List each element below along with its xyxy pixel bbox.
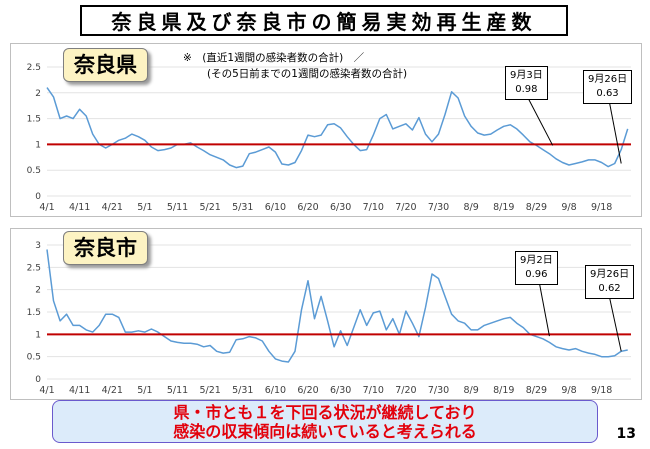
callout-pointer [526, 95, 554, 146]
conclusion-line1: 県・市とも１を下回る状況が継続しており [173, 403, 477, 422]
x-tick-label: 6/10 [265, 385, 286, 396]
x-tick-label: 6/30 [330, 202, 351, 213]
x-tick-label: 8/9 [463, 202, 478, 213]
x-tick-label: 4/21 [102, 202, 123, 213]
x-tick-label: 6/10 [265, 202, 286, 213]
x-tick-label: 5/11 [167, 202, 188, 213]
formula-note-line1: ※ (直近1週間の感染者数の合計) ／ [183, 52, 365, 64]
callout-date: 9月26日 [588, 74, 628, 85]
x-tick-label: 8/29 [526, 202, 547, 213]
x-tick-label: 4/21 [102, 385, 123, 396]
x-tick-label: 6/20 [297, 385, 318, 396]
callout-value: 0.62 [598, 283, 621, 294]
x-tick-label: 9/8 [561, 202, 576, 213]
y-tick-label: 2 [35, 89, 41, 99]
y-tick-label: 2.5 [27, 263, 41, 273]
callout-prefecture-sep26: 9月26日 0.63 [583, 70, 633, 104]
x-tick-label: 7/10 [363, 385, 384, 396]
y-tick-label: 2 [35, 286, 41, 296]
formula-note-line2: (その5日前までの1週間の感染者数の合計) [207, 68, 408, 80]
x-tick-label: 7/30 [428, 202, 449, 213]
x-tick-label: 5/31 [232, 202, 253, 213]
callout-date: 9月2日 [520, 255, 553, 266]
x-tick-label: 4/1 [39, 385, 54, 396]
page-number: 13 [616, 426, 636, 442]
y-tick-label: 0.5 [27, 166, 41, 176]
x-tick-label: 7/30 [428, 385, 449, 396]
x-tick-label: 4/11 [69, 385, 90, 396]
callout-pointer [608, 294, 622, 352]
y-tick-label: 1 [35, 140, 41, 150]
x-tick-label: 9/18 [591, 202, 612, 213]
x-tick-label: 9/18 [591, 385, 612, 396]
x-tick-label: 8/19 [493, 385, 514, 396]
y-tick-label: 1.5 [27, 308, 41, 318]
x-tick-label: 5/21 [199, 202, 220, 213]
x-tick-label: 6/20 [297, 202, 318, 213]
x-tick-label: 8/9 [463, 385, 478, 396]
callout-value: 0.96 [525, 269, 548, 280]
x-tick-label: 7/20 [395, 202, 416, 213]
conclusion-message: 県・市とも１を下回る状況が継続しており 感染の収束傾向は続いていると考えられる [52, 400, 598, 443]
callout-date: 9月3日 [510, 70, 543, 81]
y-tick-label: 1 [35, 330, 41, 340]
y-tick-label: 0.5 [27, 353, 41, 363]
conclusion-line2: 感染の収束傾向は続いていると考えられる [173, 422, 477, 441]
chart-svg-prefecture: 0 0.5 1 1.5 2 2.5 4/1 4/11 4/21 5/1 5/11 5/21 5/31 6/… [27, 63, 631, 213]
x-tick-label: 7/20 [395, 385, 416, 396]
y-tick-label: 0 [35, 192, 41, 202]
x-tick-label: 4/1 [39, 202, 54, 213]
callout-pointer [608, 99, 622, 164]
callout-pointer [538, 280, 550, 337]
x-tick-label: 5/31 [232, 385, 253, 396]
chart-label-city: 奈良市 [63, 231, 148, 265]
y-tick-label: 0 [35, 375, 41, 385]
x-tick-label: 8/19 [493, 202, 514, 213]
formula-note: ※ (直近1週間の感染者数の合計) ／ (その5日前までの1週間の感染者数の合計… [183, 50, 407, 82]
x-tick-label: 5/21 [199, 385, 220, 396]
x-tick-label: 8/29 [526, 385, 547, 396]
callout-value: 0.63 [596, 88, 619, 99]
x-tick-label: 4/11 [69, 202, 90, 213]
callout-value: 0.98 [515, 84, 538, 95]
callout-date: 9月26日 [590, 269, 630, 280]
callout-prefecture-sep3: 9月3日 0.98 [505, 66, 548, 100]
y-tick-label: 3 [35, 241, 41, 251]
y-tick-label: 1.5 [27, 115, 41, 125]
x-tick-label: 5/11 [167, 385, 188, 396]
x-tick-label: 9/8 [561, 385, 576, 396]
chart-panel-city: 0 0.5 1 1.5 2 2.5 3 4/1 4/11 4/21 5/1 5/11 5/21 5/31 6… [10, 228, 642, 400]
page-title: 奈良県及び奈良市の簡易実効再生産数 [80, 5, 568, 36]
y-tick-label: 2.5 [27, 63, 41, 73]
chart-panel-prefecture: 0 0.5 1 1.5 2 2.5 4/1 4/11 4/21 5/1 5/11 5/21 5/31 6/… [10, 43, 642, 217]
callout-city-sep2: 9月2日 0.96 [515, 251, 558, 285]
x-tick-label: 6/30 [330, 385, 351, 396]
x-tick-label: 5/1 [137, 385, 152, 396]
callout-city-sep26: 9月26日 0.62 [585, 265, 635, 299]
series-line [46, 87, 629, 169]
chart-label-prefecture: 奈良県 [63, 48, 148, 82]
x-tick-label: 5/1 [137, 202, 152, 213]
x-tick-label: 7/10 [363, 202, 384, 213]
